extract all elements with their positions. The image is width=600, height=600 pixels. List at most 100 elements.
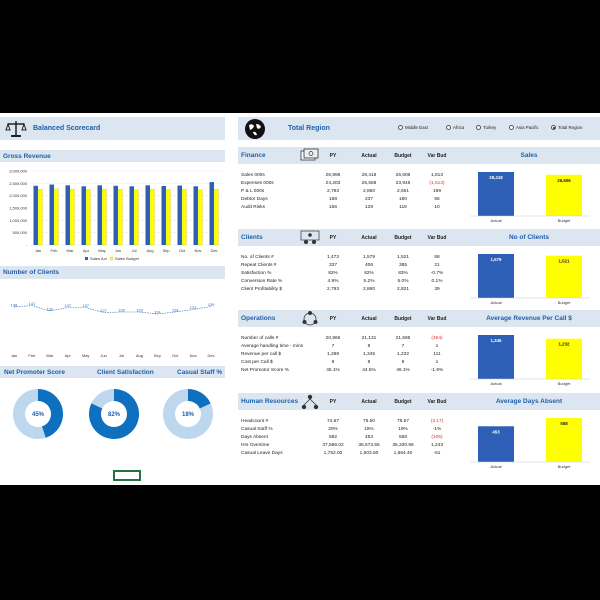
bar-sales-budget <box>213 189 219 246</box>
kpi-py: 4.9% <box>327 279 339 284</box>
kpi-budget: 21,595 <box>395 336 411 341</box>
selected-cell[interactable] <box>113 470 141 481</box>
section-operations: Operations PY Actual Budget Var Bud Average R… <box>238 310 600 390</box>
col-var: Var Bud <box>427 315 447 322</box>
region-option-africa[interactable]: Africa <box>446 125 476 130</box>
kpi-label: Repeat Clients # <box>241 263 277 268</box>
kpi-budget: 2,661 <box>396 189 409 194</box>
kpi-label: Satisfaction % <box>241 271 272 276</box>
kpi-var: 56 <box>434 197 440 202</box>
kpi-py: 2,793 <box>326 287 339 292</box>
scorecard-title-band: Balanced Scorecard <box>0 117 225 140</box>
bar-sales-budget <box>133 189 139 246</box>
bar-sales-act <box>193 186 198 245</box>
x-tick-label: Jun <box>100 353 106 358</box>
data-label: 137 <box>64 303 71 308</box>
kpi-row: Satisfaction % 82% 82% 83% -0.7% <box>238 271 458 279</box>
kpi-chart-title: No of Clients <box>508 234 550 241</box>
bar-actual <box>478 172 514 216</box>
x-tick-label: May <box>82 353 90 358</box>
kpi-label: Headcount # <box>241 419 269 424</box>
kpi-actual: 25,558 <box>361 181 377 186</box>
radio-icon[interactable] <box>398 125 403 130</box>
x-tick-label: Aug <box>136 353 143 358</box>
data-label: 127 <box>100 308 107 313</box>
section-clients: Clients PY Actual Budget Var Bud No of Client… <box>238 229 600 309</box>
kpi-actual: 2,860 <box>362 189 375 194</box>
region-option-total-region[interactable]: Total Region <box>551 125 593 130</box>
kpi-label: Audit Risks <box>241 205 265 210</box>
radio-icon[interactable] <box>551 125 556 130</box>
y-tick-label: 2,500,000 <box>9 181 28 186</box>
col-budget: Budget <box>394 315 412 322</box>
col-py: PY <box>329 234 337 241</box>
region-option-middle-east[interactable]: Middle East <box>398 125 446 130</box>
y-tick-label: 1,500,000 <box>9 206 28 211</box>
bar-sales-budget <box>69 188 75 246</box>
kpi-label: Conversion Rate % <box>241 279 283 284</box>
kpi-actual: 82% <box>364 271 374 276</box>
bar-budget <box>546 174 582 216</box>
mini-x-label: Actual <box>490 218 501 223</box>
x-tick-label: Sep <box>162 248 170 253</box>
kpi-var: -1% <box>432 427 442 432</box>
y-tick-label: 500,000 <box>13 230 28 235</box>
col-actual: Actual <box>361 315 377 322</box>
kpi-var: 111 <box>433 352 441 357</box>
kpi-var: (105) <box>431 435 443 440</box>
donut-title-nps: Net Promoter Score <box>4 368 66 376</box>
kpi-row: Cost per Call $ 9 8 9 1 <box>238 360 458 368</box>
region-header-band: Total Region Middle East Africa Turkey Asia… <box>238 117 600 140</box>
region-option-label: Turkey <box>483 125 497 130</box>
y-tick-label: 3,000,000 <box>9 169 28 174</box>
region-option-asia-pacific[interactable]: Asia Pacific <box>509 125 551 130</box>
kpi-label: Number of calls # <box>241 336 279 341</box>
kpi-budget: 26,606 <box>395 173 411 178</box>
kpi-actual: 237 <box>364 197 373 202</box>
kpi-budget: 2,821 <box>396 287 409 292</box>
kpi-var: 1 <box>435 360 439 365</box>
people-icon <box>300 230 320 244</box>
x-tick-label: Apr <box>65 353 72 358</box>
kpi-py: 74.67 <box>326 419 339 424</box>
col-py: PY <box>329 398 337 405</box>
kpi-actual: 406 <box>364 263 373 268</box>
kpi-actual: 44.5% <box>362 368 376 373</box>
kpi-py: 9 <box>331 360 335 365</box>
bar-actual <box>478 335 514 379</box>
kpi-label: Sales 000s <box>241 173 265 178</box>
radio-icon[interactable] <box>446 125 451 130</box>
kpi-label: Casual Staff % <box>241 427 273 432</box>
bar-sales-budget <box>117 189 123 246</box>
data-label: 128 <box>136 308 143 313</box>
region-option-turkey[interactable]: Turkey <box>476 125 509 130</box>
bar-actual-label: 1,579 <box>491 257 503 262</box>
section-title: Human Resources <box>241 398 299 405</box>
kpi-actual: 1,603.50 <box>359 451 379 456</box>
kpi-row: Client Profitability $ 2,793 2,860 2,821 39 <box>238 287 458 295</box>
data-label: 137 <box>82 303 89 308</box>
bar-sales-budget <box>197 189 203 246</box>
kpi-py: 24,203 <box>325 181 341 186</box>
kpi-var: (464) <box>431 336 443 341</box>
kpi-row: Hrs Overtime 37,586.02 36,573.55 35,330.56 1… <box>238 443 458 451</box>
kpi-budget: 558 <box>398 435 407 440</box>
kpi-budget: 83% <box>398 271 408 276</box>
donut-titles-band: Net Promoter Score Client Satisfaction C… <box>0 366 225 378</box>
kpi-mini-chart: 1,345 1,232 Actual Budget <box>470 335 590 386</box>
kpi-actual: 75.50 <box>362 419 375 424</box>
x-tick-label: Aug <box>146 248 153 253</box>
mini-x-label: Budget <box>558 381 572 386</box>
kpi-label: No. of Clients # <box>241 255 274 260</box>
kpi-row: Revenue per call $ 1,288 1,345 1,232 111 <box>238 352 458 360</box>
kpi-row: No. of Clients # 1,473 1,579 1,521 58 <box>238 255 458 263</box>
mini-x-label: Actual <box>490 464 501 469</box>
radio-icon[interactable] <box>476 125 481 130</box>
kpi-label: Revenue per call $ <box>241 352 281 357</box>
kpi-py: 1,752.00 <box>323 451 343 456</box>
x-tick-label: May <box>98 248 106 253</box>
kpi-budget: 118 <box>399 205 407 210</box>
clients-line-title: Number of Clients <box>3 269 59 276</box>
radio-icon[interactable] <box>509 125 514 130</box>
col-actual: Actual <box>361 398 377 405</box>
